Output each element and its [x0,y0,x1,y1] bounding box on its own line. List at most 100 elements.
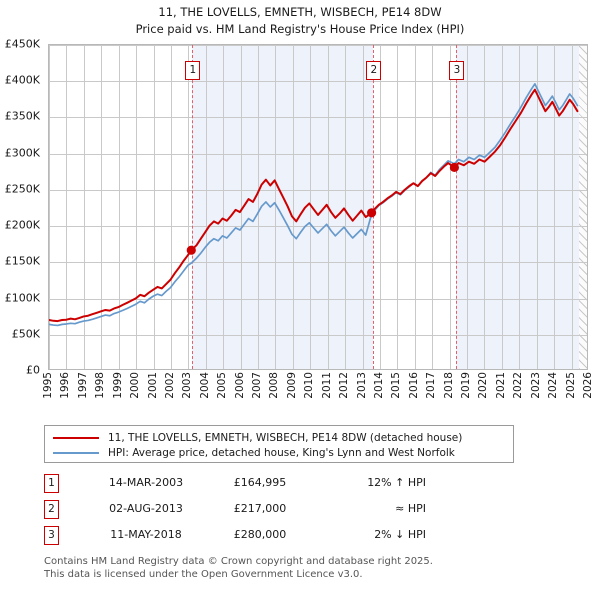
gridline-vertical [275,45,276,369]
transaction-index-badge: 2 [44,500,59,519]
gridline-vertical [450,45,451,369]
y-axis-tick-label: £300K [4,146,40,160]
legend-label: 11, THE LOVELLS, EMNETH, WISBECH, PE14 8… [108,432,463,444]
gridline-horizontal [49,81,587,82]
x-axis-tick-label: 2018 [442,372,455,399]
x-axis-tick-label: 1999 [111,372,124,399]
x-axis-tick-label: 2005 [216,372,229,399]
x-axis-tick-label: 1996 [59,372,72,399]
gridline-vertical [293,45,294,369]
transaction-index-badge: 1 [44,474,59,493]
y-axis-tick-label: £400K [4,73,40,87]
x-axis-tick-label: 2012 [338,372,351,399]
event-marker-line-2 [372,45,374,369]
gridline-vertical [223,45,224,369]
gridline-vertical [537,45,538,369]
ownership-band-2 [455,45,587,369]
gridline-vertical [397,45,398,369]
legend-swatch [53,452,99,454]
x-axis-tick-label: 2014 [372,372,385,399]
transaction-index-badge: 3 [44,526,59,545]
x-axis-tick-label: 2007 [251,372,264,399]
footer: Contains HM Land Registry data © Crown c… [44,556,584,581]
x-axis-tick-label: 2002 [163,372,176,399]
gridline-vertical [49,45,50,369]
x-axis-tick-label: 1997 [76,372,89,399]
sale-point-1[interactable] [186,245,196,255]
sale-point-2[interactable] [367,208,377,218]
gridline-vertical [380,45,381,369]
legend-item-2: HPI: Average price, detached house, King… [53,446,505,460]
event-marker-box-3[interactable]: 3 [449,61,465,80]
y-axis-tick-label: £350K [4,109,40,123]
gridline-horizontal [49,117,587,118]
legend-swatch [53,437,99,439]
event-marker-box-1[interactable]: 1 [185,61,201,80]
gridline-vertical [84,45,85,369]
gridline-vertical [206,45,207,369]
x-axis-tick-label: 2017 [425,372,438,399]
y-axis-tick-label: £250K [4,182,40,196]
gridline-horizontal [49,154,587,155]
transaction-row[interactable]: 1 14-MAR-2003 £164,995 12% ↑ HPI [44,472,464,498]
transaction-price: £217,000 [233,502,287,515]
event-marker-line-3 [455,45,457,369]
gridline-vertical [136,45,137,369]
gridline-vertical [484,45,485,369]
transaction-price: £280,000 [233,528,287,541]
x-axis-tick-label: 2024 [547,372,560,399]
transaction-date: 11-MAY-2018 [110,528,182,541]
hpi-average-line [49,83,579,327]
price-paid-line [49,88,579,323]
transaction-row[interactable]: 2 02-AUG-2013 £217,000 ≈ HPI [44,498,464,524]
y-axis-tick-label: £100K [4,291,40,305]
gridline-vertical [554,45,555,369]
x-axis-tick-label: 2023 [529,372,542,399]
legend-item-1: 11, THE LOVELLS, EMNETH, WISBECH, PE14 8… [53,431,505,445]
x-axis-tick-label: 2010 [303,372,316,399]
transaction-hpi-delta: 2% ↓ HPI [374,528,426,541]
gridline-vertical [519,45,520,369]
y-axis: £0 £50K £100K £150K £200K £250K £300K £350K £400… [0,38,44,377]
gridline-vertical [432,45,433,369]
gridline-vertical [572,45,573,369]
gridline-horizontal [49,45,587,46]
gridline-vertical [66,45,67,369]
sale-point-3[interactable] [449,162,459,173]
transaction-date: 14-MAR-2003 [108,476,184,489]
gridline-vertical [154,45,155,369]
transaction-date: 02-AUG-2013 [109,502,183,515]
gridline-vertical [310,45,311,369]
page-title: 11, THE LOVELLS, EMNETH, WISBECH, PE14 8… [158,5,442,19]
x-axis-tick-label: 2003 [181,372,194,399]
x-axis-tick-label: 2004 [198,372,211,399]
event-marker-line-1 [191,45,193,369]
y-axis-tick-label: £150K [4,254,40,268]
page-subtitle: Price paid vs. HM Land Registry's House … [135,22,465,36]
x-axis-tick-label: 2026 [582,372,594,399]
gridline-vertical [171,45,172,369]
event-marker-box-2[interactable]: 2 [366,61,382,80]
gridline-horizontal [49,335,587,336]
gridline-vertical [502,45,503,369]
gridline-vertical [188,45,189,369]
chart-area: 1 2 3 [48,44,588,370]
x-axis-tick-label: 2009 [285,372,298,399]
x-axis-tick-label: 2006 [233,372,246,399]
transaction-row[interactable]: 3 11-MAY-2018 £280,000 2% ↓ HPI [44,524,464,550]
x-axis: 1995 1996 1997 1998 1999 2000 2001 2002 2003 2004… [42,372,594,418]
x-axis-tick-label: 2000 [129,372,142,399]
gridline-vertical [415,45,416,369]
y-axis-tick-label: £450K [4,37,40,51]
x-axis-tick-label: 2020 [477,372,490,399]
gridline-vertical [119,45,120,369]
gridline-vertical [467,45,468,369]
footer-licence: This data is licensed under the Open Gov… [44,568,363,580]
gridline-vertical [345,45,346,369]
x-axis-tick-label: 2011 [320,372,333,399]
gridline-vertical [241,45,242,369]
series-lines [49,83,579,327]
y-axis-tick-label: £0 [26,363,40,377]
projection-hatch-band [579,45,587,369]
